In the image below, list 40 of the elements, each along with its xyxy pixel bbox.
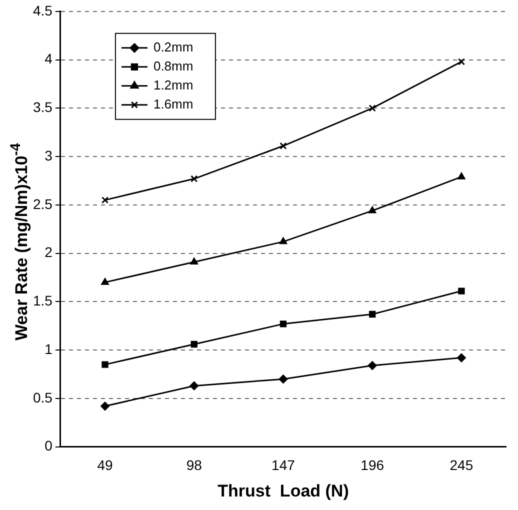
x-tick-label: 245 <box>450 457 474 474</box>
point <box>280 320 287 328</box>
x-tick-label: 196 <box>360 457 384 474</box>
point <box>280 142 287 150</box>
point <box>101 196 109 204</box>
y-tick-label: 4 <box>44 50 53 67</box>
legend-label: 0.2mm <box>153 39 194 54</box>
y-tick-label: 2 <box>44 244 53 260</box>
y-tick-label: 1 <box>44 340 53 357</box>
point <box>102 361 108 368</box>
legend-label: 1.6mm <box>153 96 194 112</box>
point <box>190 175 198 182</box>
point <box>190 257 198 264</box>
point <box>101 278 109 285</box>
point <box>368 206 376 214</box>
legend-label: 0.8mm <box>153 58 194 74</box>
point <box>278 374 288 384</box>
x-tick-label: 98 <box>186 457 202 474</box>
y-tick-label: 3 <box>44 147 53 164</box>
point <box>100 402 110 411</box>
point <box>369 310 376 318</box>
x-tick-label: 147 <box>272 457 296 474</box>
point <box>368 361 377 370</box>
point <box>458 58 466 66</box>
y-tick-label: 1.5 <box>32 292 53 309</box>
point <box>190 340 198 348</box>
point <box>368 104 376 112</box>
x-axis-title: Thrust Load (N) <box>218 481 349 500</box>
point <box>457 172 466 180</box>
legend-label: 1.2mm <box>153 77 194 92</box>
y-tick-label: 0.5 <box>32 389 53 406</box>
point <box>190 381 199 390</box>
y-tick-label: 2.5 <box>32 196 53 212</box>
y-tick-label: 4.5 <box>32 2 53 18</box>
point <box>279 237 288 244</box>
y-tick-label: 3.5 <box>32 99 53 116</box>
point <box>456 353 466 362</box>
point <box>458 288 465 294</box>
y-tick-label: 0 <box>44 438 53 454</box>
x-tick-label: 49 <box>97 457 114 474</box>
